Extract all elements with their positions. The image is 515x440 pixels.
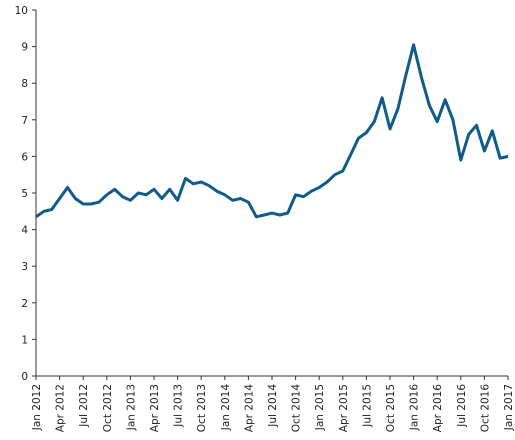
x-tick-label: Apr 2013 [149, 384, 161, 432]
x-tick-label: Oct 2015 [385, 384, 397, 432]
y-tick-label: 3 [21, 261, 28, 273]
y-tick-label: 0 [21, 371, 28, 383]
y-tick-label: 5 [21, 188, 28, 200]
y-tick-label: 4 [21, 225, 28, 237]
x-tick-label: Jan 2016 [409, 384, 421, 432]
x-tick-label: Apr 2015 [338, 384, 350, 432]
x-tick-label: Oct 2012 [102, 384, 114, 432]
x-tick-label: Jan 2014 [220, 384, 232, 432]
x-tick-label: Apr 2014 [243, 384, 255, 433]
x-tick-label: Jul 2012 [78, 384, 90, 428]
x-tick-label: Jan 2012 [31, 384, 43, 431]
x-tick-label: Jan 2017 [503, 384, 515, 431]
x-tick-label: Oct 2014 [291, 384, 303, 433]
y-tick-label: 7 [21, 115, 28, 127]
y-tick-label: 6 [21, 151, 28, 163]
x-tick-label: Oct 2016 [479, 384, 491, 433]
x-tick-label: Apr 2016 [432, 384, 444, 433]
x-tick-label: Oct 2013 [196, 384, 208, 432]
x-tick-label: Jul 2016 [456, 384, 468, 428]
data-line [35, 43, 509, 219]
y-tick-label: 9 [21, 42, 28, 54]
y-tick-label: 1 [21, 334, 28, 346]
y-tick-label: 10 [15, 5, 28, 17]
x-tick-label: Jul 2013 [173, 384, 185, 428]
x-tick-label: Jul 2014 [267, 384, 279, 428]
y-tick-label: 2 [21, 298, 28, 310]
x-tick-label: Jan 2015 [314, 384, 326, 431]
y-tick-label: 8 [21, 78, 28, 90]
x-tick-label: Jul 2015 [361, 384, 373, 428]
x-tick-label: Jan 2013 [125, 384, 137, 431]
x-tick-label: Apr 2012 [55, 384, 67, 432]
